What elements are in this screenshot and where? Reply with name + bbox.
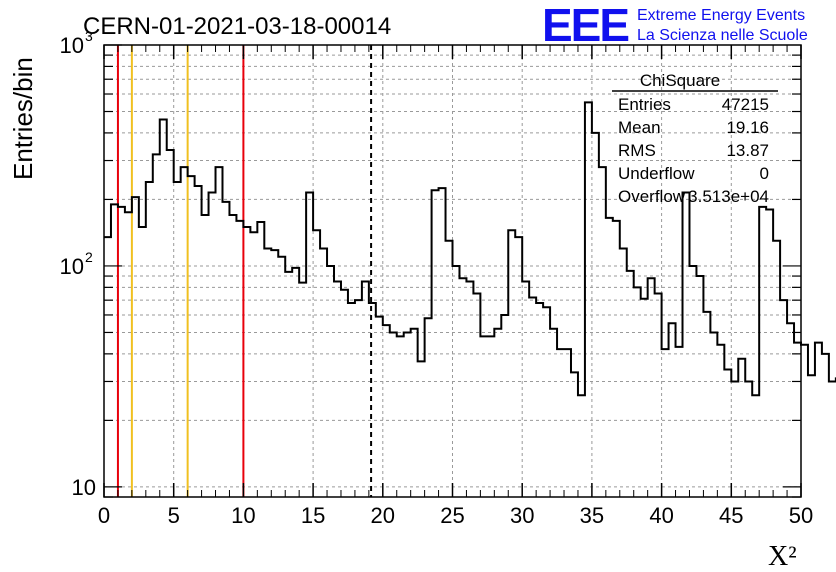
stats-label: Overflow: [618, 187, 686, 206]
y-tick-label: 10: [60, 254, 84, 279]
stats-value: 0: [760, 164, 769, 183]
stats-value: 19.16: [726, 118, 769, 137]
y-axis-label: Entries/bin: [8, 57, 38, 180]
stats-rows: Entries 47215 Mean 19.16 RMS 13.87 Underflow 0 O…: [618, 95, 769, 206]
x-tick-label: 5: [168, 503, 180, 528]
x-tick-label: 15: [301, 503, 325, 528]
stats-box: ChiSquare Entries 47215 Mean 19.16 RMS 13.87 U…: [612, 71, 778, 206]
org-name-line1: Extreme Energy Events: [637, 7, 805, 24]
grid-lines: [104, 45, 801, 497]
stats-label: Underflow: [618, 164, 695, 183]
x-tick-label: 0: [98, 503, 110, 528]
y-tick-exponent: 3: [85, 28, 93, 44]
x-tick-label: 35: [580, 503, 604, 528]
stats-value: 3.513e+04: [688, 187, 769, 206]
y-tick-exponent: 2: [85, 249, 93, 265]
x-tick-label: 50: [789, 503, 813, 528]
histogram-step-line: [104, 101, 836, 397]
histogram: [104, 101, 836, 397]
y-tick-label: 10: [72, 475, 96, 500]
stats-value: 13.87: [726, 141, 769, 160]
x-tick-label: 25: [440, 503, 464, 528]
y-tick-label: 10: [60, 33, 84, 58]
org-name-line2: La Scienza nelle Scuole: [637, 27, 808, 44]
x-axis-label: X²: [768, 541, 797, 572]
x-tick-label: 30: [510, 503, 534, 528]
run-title: CERN-01-2021-03-18-00014: [83, 13, 391, 40]
x-tick-label: 20: [371, 503, 395, 528]
stats-title: ChiSquare: [640, 71, 720, 90]
stats-label: Entries: [618, 95, 671, 114]
x-tick-label: 40: [649, 503, 673, 528]
x-tick-label: 10: [231, 503, 255, 528]
eee-logo: EEE: [542, 0, 628, 51]
marker-lines: [116, 45, 373, 497]
x-tick-label: 45: [719, 503, 743, 528]
stats-label: Mean: [618, 118, 661, 137]
stats-value: 47215: [722, 95, 769, 114]
stats-label: RMS: [618, 141, 656, 160]
